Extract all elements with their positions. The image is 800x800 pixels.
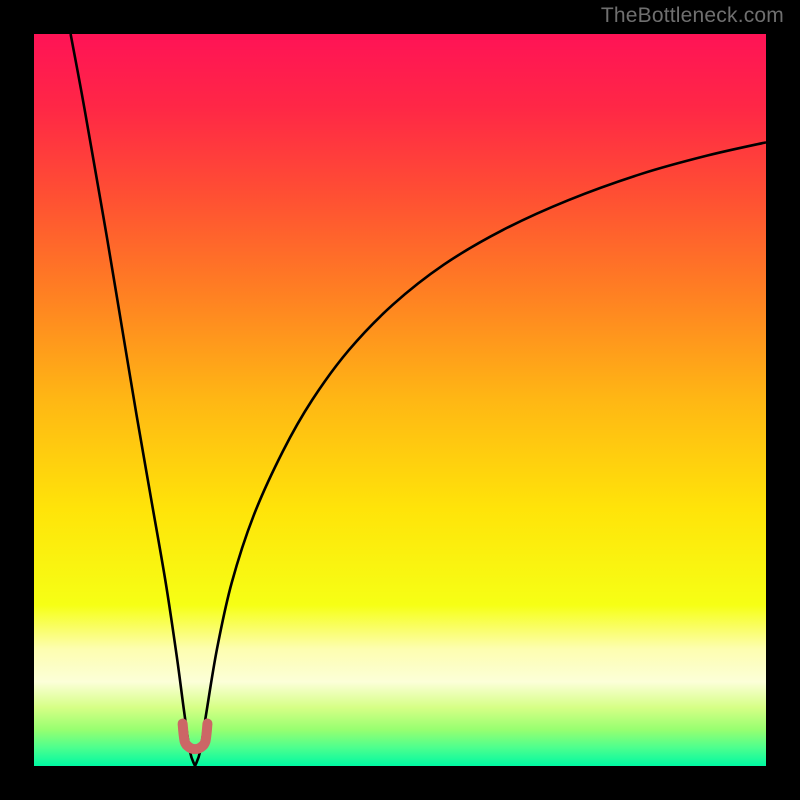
chart-stage: TheBottleneck.com	[0, 0, 800, 800]
bottleneck-chart	[0, 0, 800, 800]
plot-background	[34, 34, 766, 766]
watermark-text: TheBottleneck.com	[601, 4, 784, 28]
